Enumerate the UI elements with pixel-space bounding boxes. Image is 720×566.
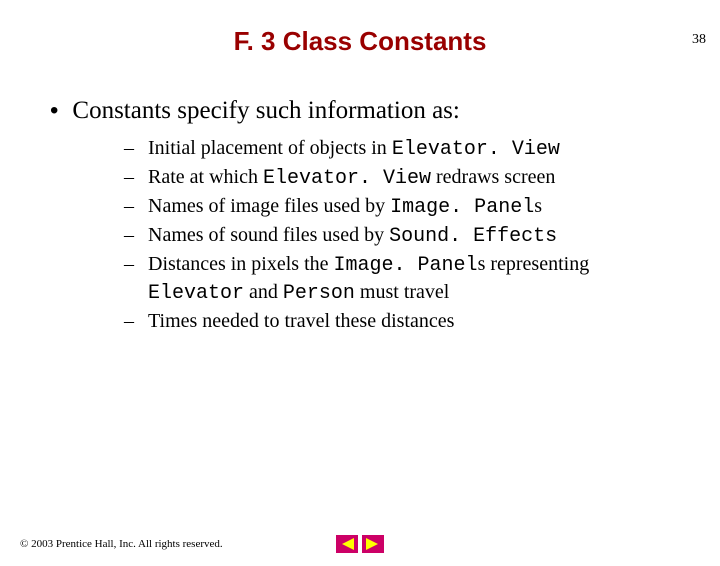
sub-bullet-list: – Initial placement of objects in Elevat…	[120, 135, 720, 334]
slide-content: • Constants specify such information as:…	[0, 97, 720, 334]
list-item: – Names of image files used by Image. Pa…	[120, 193, 720, 221]
page-number: 38	[692, 32, 706, 48]
dash-marker: –	[120, 193, 134, 219]
list-item: – Rate at which Elevator. View redraws s…	[120, 164, 720, 192]
sub-item-text: Times needed to travel these distances	[148, 308, 454, 334]
dash-marker: –	[120, 251, 134, 277]
sub-item-text: Names of image files used by Image. Pane…	[148, 193, 542, 221]
sub-item-text: Rate at which Elevator. View redraws scr…	[148, 164, 555, 192]
list-item: – Names of sound files used by Sound. Ef…	[120, 222, 720, 250]
list-item: – Distances in pixels the Image. Panels …	[120, 251, 720, 307]
dash-marker: –	[120, 308, 134, 334]
slide-title: F. 3 Class Constants	[0, 26, 720, 57]
list-item: – Initial placement of objects in Elevat…	[120, 135, 720, 163]
dash-marker: –	[120, 164, 134, 190]
main-bullet-text: Constants specify such information as:	[72, 97, 459, 125]
nav-arrows	[336, 535, 384, 553]
bullet-marker: •	[50, 99, 58, 123]
dash-marker: –	[120, 222, 134, 248]
next-button[interactable]	[362, 535, 384, 553]
sub-item-text: Names of sound files used by Sound. Effe…	[148, 222, 557, 250]
sub-item-text: Initial placement of objects in Elevator…	[148, 135, 560, 163]
list-item: – Times needed to travel these distances	[120, 308, 720, 334]
dash-marker: –	[120, 135, 134, 161]
main-bullet: • Constants specify such information as:	[50, 97, 720, 125]
prev-button[interactable]	[336, 535, 358, 553]
sub-item-text: Distances in pixels the Image. Panels re…	[148, 251, 678, 307]
